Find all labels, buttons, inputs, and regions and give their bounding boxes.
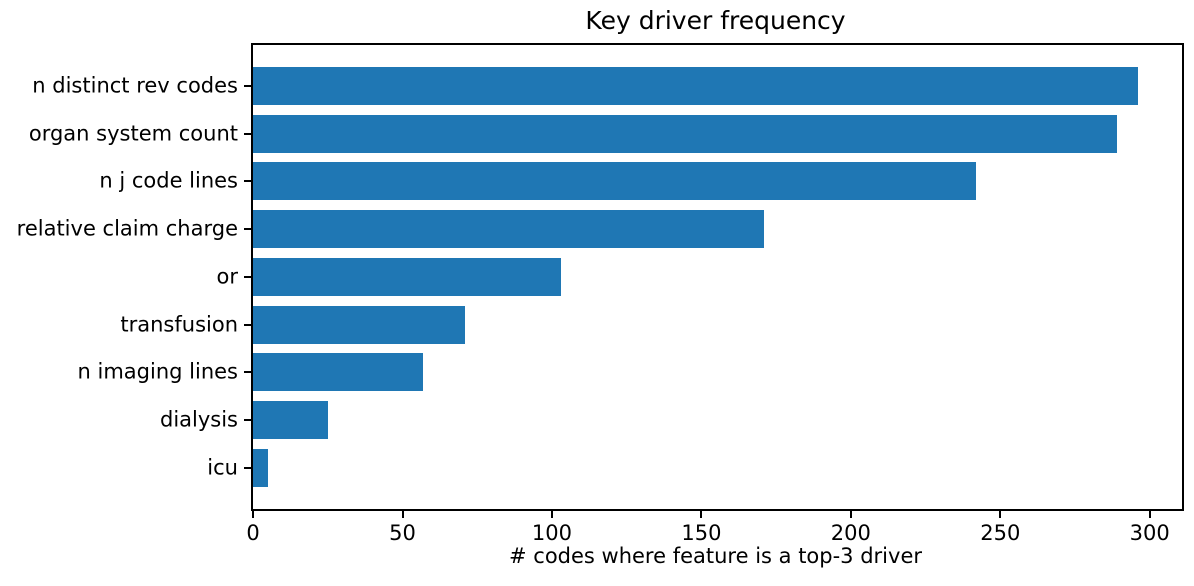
ytick-label-n-j-code-lines: n j code lines <box>99 168 238 193</box>
xtick-label-0: 0 <box>246 521 260 545</box>
ytick-mark-organ-system-count <box>244 132 251 135</box>
ytick-label-relative-claim-charge: relative claim charge <box>16 216 238 241</box>
xtick-mark-150 <box>700 511 703 518</box>
bar-icu <box>253 448 268 487</box>
xtick-label-300: 300 <box>1129 521 1170 545</box>
ytick-label-or: or <box>216 264 238 289</box>
ytick-label-organ-system-count: organ system count <box>28 121 238 146</box>
xtick-label-50: 50 <box>389 521 416 545</box>
bar-relative-claim-charge <box>253 210 765 249</box>
ytick-mark-n-imaging-lines <box>244 371 251 374</box>
bar-dialysis <box>253 400 328 439</box>
chart-title: Key driver frequency <box>585 6 846 35</box>
xtick-mark-50 <box>401 511 404 518</box>
bar-n-distinct-rev-codes <box>253 67 1138 105</box>
xtick-label-250: 250 <box>980 521 1021 545</box>
ytick-label-transfusion: transfusion <box>120 312 238 336</box>
ytick-mark-icu <box>244 466 251 469</box>
ytick-mark-n-j-code-lines <box>244 180 251 183</box>
ytick-label-icu: icu <box>207 455 238 480</box>
xtick-mark-100 <box>550 511 553 518</box>
plot-area <box>251 43 1184 511</box>
bar-n-j-code-lines <box>253 162 977 201</box>
xtick-mark-0 <box>252 511 254 518</box>
bar-transfusion <box>253 305 466 344</box>
xtick-label-100: 100 <box>531 521 572 545</box>
bar-organ-system-count <box>253 114 1117 153</box>
ytick-mark-relative-claim-charge <box>244 228 251 231</box>
xtick-label-200: 200 <box>830 521 871 545</box>
xtick-mark-300 <box>1148 511 1151 518</box>
ytick-mark-or <box>244 275 251 278</box>
ytick-mark-dialysis <box>244 418 251 421</box>
ytick-mark-n-distinct-rev-codes <box>244 85 251 87</box>
ytick-label-dialysis: dialysis <box>159 407 238 432</box>
xtick-label-150: 150 <box>681 521 722 545</box>
bar-or <box>253 257 561 296</box>
ytick-mark-transfusion <box>244 323 251 326</box>
xtick-mark-250 <box>999 511 1002 518</box>
ytick-label-n-imaging-lines: n imaging lines <box>77 359 238 384</box>
xtick-mark-200 <box>849 511 852 518</box>
x-axis-title: # codes where feature is a top-3 driver <box>509 544 922 568</box>
ytick-label-n-distinct-rev-codes: n distinct rev codes <box>32 73 238 98</box>
bar-n-imaging-lines <box>253 353 424 392</box>
